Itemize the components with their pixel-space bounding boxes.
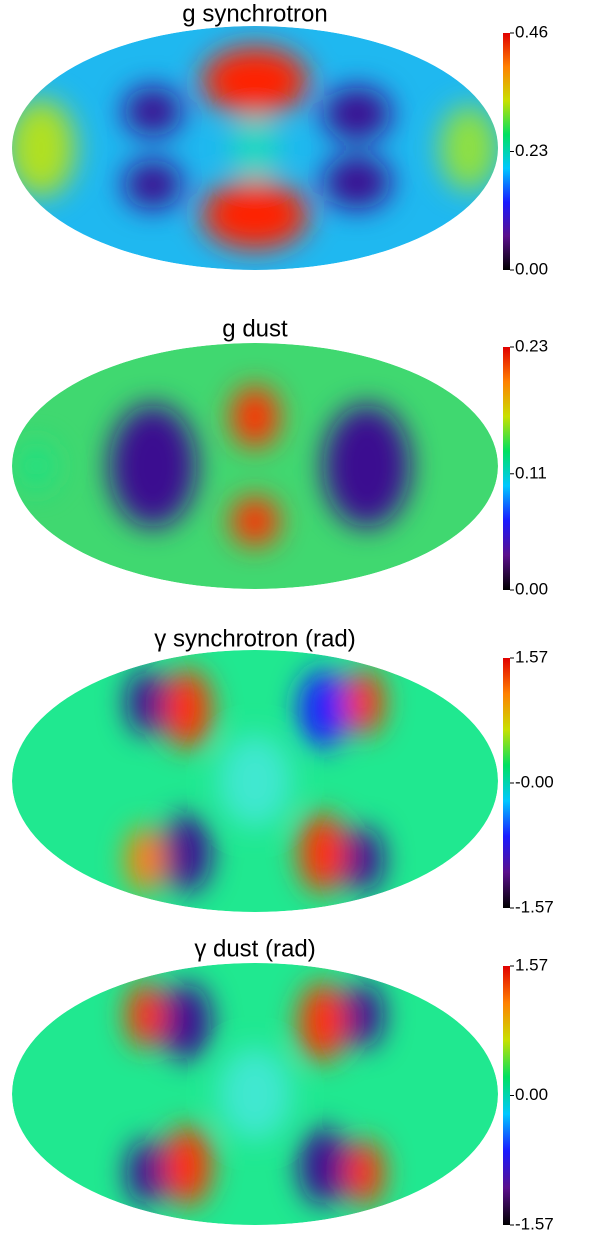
chart-title: γ dust (rad) [194,935,315,962]
map-background [12,343,498,589]
map-feature [344,826,384,893]
map-feature [298,982,348,1062]
colorbar [503,658,510,908]
colorbar-tick-label: -0.00 [515,772,554,791]
map-feature [123,160,183,210]
map-feature [344,982,384,1049]
map-feature [344,669,384,736]
map-feature [230,117,280,179]
map-feature [126,669,166,736]
colorbar [503,33,510,270]
map-feature [162,813,212,893]
map-feature [123,87,183,136]
map-feature [162,982,212,1062]
map-feature [298,1126,348,1206]
colorbar-tick-label: -1.57 [515,1214,554,1233]
map-features [126,669,384,893]
map-feature [12,99,76,197]
map-feature [344,1139,384,1206]
map-feature [439,105,498,191]
colorbar [503,966,510,1225]
map [12,343,498,589]
map-feature [162,669,212,749]
map-feature [323,87,392,141]
map-feature [323,404,411,528]
colorbar-tick-label: 0.23 [515,141,548,160]
colorbar-tick-label: 0.00 [515,579,548,598]
map-feature [298,813,348,893]
chart-title: g dust [222,315,288,342]
map-feature [16,441,56,491]
colorbar-tick-label: -1.57 [515,897,554,916]
colorbar-tick-label: 0.00 [515,259,548,278]
colorbar-tick-label: 0.11 [515,463,547,482]
map-features [126,982,384,1206]
colorbar-tick-label: 1.57 [515,647,548,666]
map-feature [218,1048,292,1140]
map-features [12,46,498,250]
map [12,26,498,270]
map-feature [126,826,166,893]
colorbar-tick-label: 0.00 [515,1085,548,1104]
map-feature [230,386,280,448]
map-feature [201,180,309,250]
map [12,650,498,912]
map-feature [218,735,292,827]
map-feature [298,669,348,749]
map-feature [162,1126,212,1206]
colorbar-tick-label: 0.46 [515,22,548,41]
chart-title: γ synchrotron (rad) [154,625,355,652]
map-feature [323,155,392,209]
colorbar-tick-label: 1.57 [515,955,548,974]
map-feature [126,1139,166,1206]
map-feature [230,496,280,546]
map-feature [201,46,309,116]
chart-title: g synchrotron [182,0,327,27]
colorbar [503,347,510,590]
map [12,963,498,1225]
map-feature [126,982,166,1049]
map-feature [109,404,197,528]
map-features [16,386,411,546]
colorbar-tick-label: 0.23 [515,336,548,355]
